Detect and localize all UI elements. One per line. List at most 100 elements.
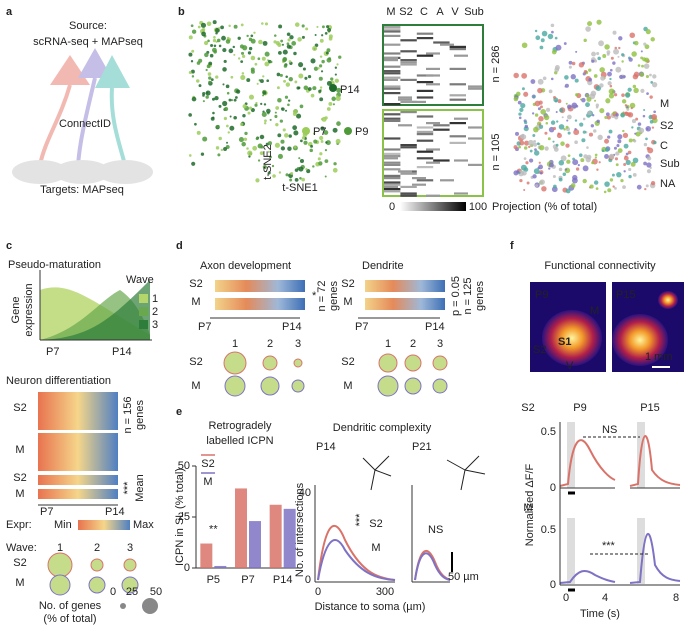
scatter-dot	[551, 30, 554, 34]
scatter-dot	[320, 70, 324, 73]
scatter-dot	[588, 77, 593, 82]
scatter-dot	[583, 69, 588, 74]
scatter-dot	[640, 56, 644, 60]
scatter-dot	[635, 131, 641, 137]
scatter-dot	[582, 178, 587, 184]
scatter-dot	[618, 36, 623, 41]
scatter-dot	[567, 114, 572, 120]
scatter-dot	[281, 43, 284, 46]
label: M	[191, 380, 200, 392]
scatter-dot	[606, 50, 611, 55]
scatter-dot	[286, 44, 291, 49]
scatter-dot	[299, 158, 305, 164]
label: genes	[474, 281, 486, 311]
label: P14	[105, 506, 125, 518]
scatter-dot	[564, 168, 568, 171]
scatter-dot	[285, 173, 289, 177]
scatter-dot	[614, 187, 617, 190]
scatter-dot	[634, 132, 637, 135]
scatter-dot	[513, 145, 518, 150]
scatter-dot	[260, 102, 263, 106]
scatter-dot	[318, 161, 323, 166]
label: Source:	[69, 20, 107, 32]
scatter-dot	[257, 57, 261, 61]
label: P14	[340, 84, 360, 96]
scatter-dot	[551, 186, 558, 193]
scatter-dot	[202, 136, 208, 142]
scatter-dot	[266, 108, 271, 114]
scatter-dot	[240, 51, 245, 55]
scatter-dot	[325, 140, 331, 146]
label: 50	[150, 586, 162, 598]
scatter-dot	[255, 178, 260, 183]
scatter-dot	[567, 154, 571, 158]
scatter-dot	[533, 168, 540, 175]
label: n = 125	[462, 277, 474, 314]
label: t-SNE2	[262, 144, 274, 179]
scatter-dot	[596, 168, 599, 171]
scatter-dot	[289, 178, 293, 182]
scatter-dot	[600, 75, 606, 81]
scatter-dot	[598, 40, 604, 47]
scatter-dot	[541, 30, 548, 37]
label: S2	[189, 278, 202, 290]
scatter-dot	[645, 29, 651, 35]
scatter-dot	[221, 35, 226, 41]
scatter-dot	[568, 60, 573, 65]
scatter-dot	[615, 163, 619, 167]
scatter-dot	[206, 21, 212, 27]
scatter-dot	[293, 130, 299, 136]
bar	[249, 521, 261, 568]
scatter-dot	[321, 59, 325, 64]
scatter-dot	[296, 113, 302, 119]
label: M	[590, 305, 599, 317]
scatter-dot	[294, 80, 298, 84]
gene-circle	[90, 558, 104, 572]
heatmap-cell	[433, 124, 450, 127]
label: 1	[152, 293, 158, 305]
label: expression	[23, 283, 35, 336]
scatter-dot	[593, 180, 599, 185]
scatter-dot	[604, 154, 609, 159]
gene-circle	[404, 354, 422, 372]
scatter-dot	[517, 100, 522, 105]
scatter-dot	[288, 134, 292, 138]
scatter-dot	[653, 110, 657, 114]
scatter-dot	[529, 158, 534, 163]
scatter-dot	[538, 161, 541, 164]
heatmap-cell	[449, 135, 466, 138]
scatter-dot	[612, 61, 616, 65]
scatter-dot	[621, 93, 625, 97]
scatter-dot	[550, 120, 556, 125]
scatter-dot	[643, 42, 647, 46]
scatter-dot	[276, 86, 280, 90]
scatter-dot	[307, 87, 312, 91]
scatter-dot	[267, 141, 272, 146]
scatter-dot	[336, 94, 339, 97]
scatter-dot	[553, 96, 557, 99]
scatter-dot	[262, 40, 268, 46]
scatter-dot	[574, 78, 579, 83]
scatter-dot	[205, 68, 208, 72]
label: Time (s)	[580, 608, 620, 620]
scatter-dot	[624, 155, 627, 158]
heatmap-cell	[449, 45, 466, 48]
scatter-dot	[554, 36, 558, 40]
scatter-dot	[536, 142, 540, 146]
scatter-dot	[590, 124, 595, 128]
label: Neuron differentiation	[6, 375, 111, 387]
heatmap-cell	[440, 43, 454, 46]
heatmap-cell	[384, 185, 398, 188]
scatter-dot	[238, 137, 244, 143]
scatter-dot	[586, 96, 592, 102]
scatter-dot	[587, 21, 593, 27]
label: Dendrite	[362, 260, 404, 272]
label: V	[451, 6, 459, 18]
label: P15	[640, 402, 660, 414]
colorbar	[400, 202, 466, 211]
scatter-dot	[591, 51, 596, 57]
scatter-dot	[646, 156, 652, 161]
scatter-dot	[640, 88, 645, 93]
scatter-dot	[604, 181, 610, 187]
scatter-dot	[535, 35, 541, 41]
